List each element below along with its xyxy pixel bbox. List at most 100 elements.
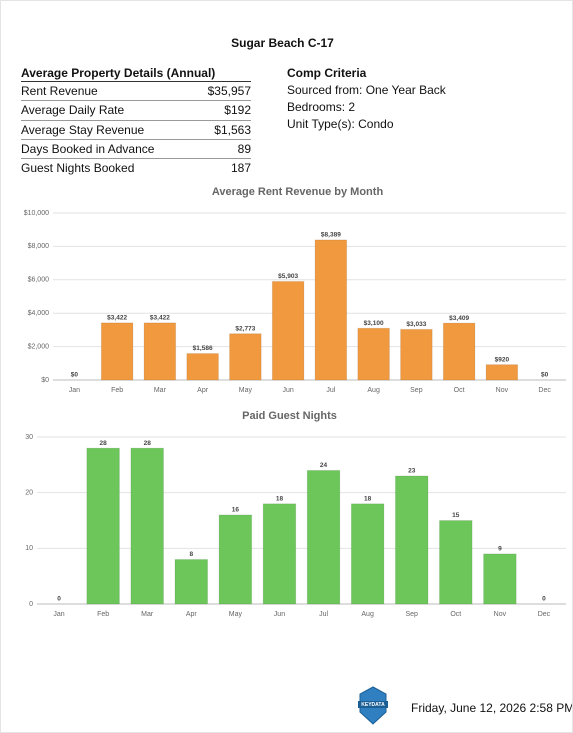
x-tick-label: Jun [274,611,285,618]
value-label: $3,422 [107,315,127,322]
x-tick-label: Aug [361,611,374,618]
bar [229,333,262,381]
row-value: $192 [224,103,251,118]
row-label: Average Daily Rate [21,103,125,118]
x-tick-label: Jun [282,387,293,394]
chart-title: Paid Guest Nights [242,410,337,422]
y-tick-label: 0 [29,601,33,608]
bar [483,553,517,605]
value-label: $8,389 [321,232,341,239]
row-label: Average Stay Revenue [21,122,145,137]
row-label: Rent Revenue [21,84,98,98]
bar [100,322,134,381]
x-tick-label: Mar [141,611,154,618]
value-label: 28 [144,440,152,447]
x-tick-label: Nov [496,387,509,394]
table: Rent Revenue $35,957 Average Daily Rate $19… [21,82,251,177]
value-label: 8 [189,551,193,558]
bar [438,520,473,605]
bar [400,328,433,381]
value-label: 28 [100,440,108,447]
value-label: 15 [452,512,460,519]
value-label: $3,409 [449,315,469,322]
bar [174,558,209,605]
criteria-line: Unit Type(s): Condo [287,117,394,131]
x-tick-label: Feb [111,387,123,394]
bar [485,364,519,381]
value-label: 18 [364,496,372,503]
criteria-title: Comp Criteria [287,66,367,80]
table-row: Days Booked in Advance 89 [21,140,251,160]
x-tick-label: Dec [538,611,551,618]
bar [218,514,253,605]
bar [306,469,341,605]
bar [442,322,476,381]
bar [262,503,297,605]
table-row: Average Daily Rate $192 [21,101,251,121]
table-title: Average Property Details (Annual) [21,66,251,82]
table-row: Guest Nights Booked 187 [21,159,251,177]
y-tick-label: $2,000 [28,343,50,350]
value-label: $3,422 [150,315,170,322]
row-value: $35,957 [207,84,251,98]
footer-date: Friday, June 12, 2026 2:58 PM [411,701,573,715]
value-label: $5,903 [278,273,298,280]
y-tick-label: 10 [25,545,33,552]
x-tick-label: Feb [97,611,109,618]
value-label: $3,100 [364,320,384,327]
value-label: 24 [320,462,328,469]
criteria: Sourced from: One Year Back Bedrooms: 2 Un… [287,83,446,134]
bar [143,322,177,381]
y-tick-label: 20 [25,490,33,497]
value-label: $2,773 [235,325,255,332]
x-tick-label: Apr [186,611,198,618]
y-tick-label: $10,000 [24,210,49,217]
x-tick-label: Nov [494,611,507,618]
value-label: $1,586 [193,345,213,352]
criteria-line: Bedrooms: 2 [287,100,356,114]
bar [130,447,165,605]
x-tick-label: Sep [410,387,423,394]
x-tick-label: Jul [319,611,328,618]
row-value: 187 [230,161,251,176]
bar [350,503,385,605]
bar [314,239,348,381]
x-tick-label: Oct [450,611,461,618]
y-tick-label: $6,000 [28,277,50,284]
x-tick-label: Jul [326,387,335,394]
value-label: 16 [232,507,240,514]
x-tick-label: May [239,387,253,394]
x-tick-label: Mar [154,387,167,394]
value-label: $0 [541,372,549,379]
x-tick-label: Sep [405,611,418,618]
value-label: 23 [408,468,416,475]
criteria-line: Sourced from: One Year Back [287,83,446,97]
bar [86,447,120,605]
value-label: 18 [276,496,284,503]
x-tick-label: Oct [454,387,465,394]
x-tick-label: May [229,611,243,618]
value-label: $0 [71,372,79,379]
row-value: $1,563 [214,122,251,137]
bar [394,475,429,605]
chart-title: Average Rent Revenue by Month [212,186,384,198]
value-label: $3,033 [406,321,426,328]
x-tick-label: Aug [367,387,380,394]
table-row: Average Stay Revenue $1,563 [21,121,251,140]
row-value: 89 [237,141,251,156]
page-title: Sugar Beach C-17 [231,36,334,50]
y-tick-label: 30 [25,434,33,441]
value-label: 9 [498,546,502,553]
table-row: Rent Revenue $35,957 [21,82,251,102]
badge-icon: KEYDATA [358,686,388,725]
y-tick-label: $4,000 [28,310,50,317]
y-tick-label: $8,000 [28,243,50,250]
bar [186,353,219,381]
row-label: Guest Nights Booked [21,161,135,176]
bar [357,327,390,381]
bar [271,280,305,381]
row-label: Days Booked in Advance [21,141,155,156]
x-tick-label: Dec [538,387,551,394]
